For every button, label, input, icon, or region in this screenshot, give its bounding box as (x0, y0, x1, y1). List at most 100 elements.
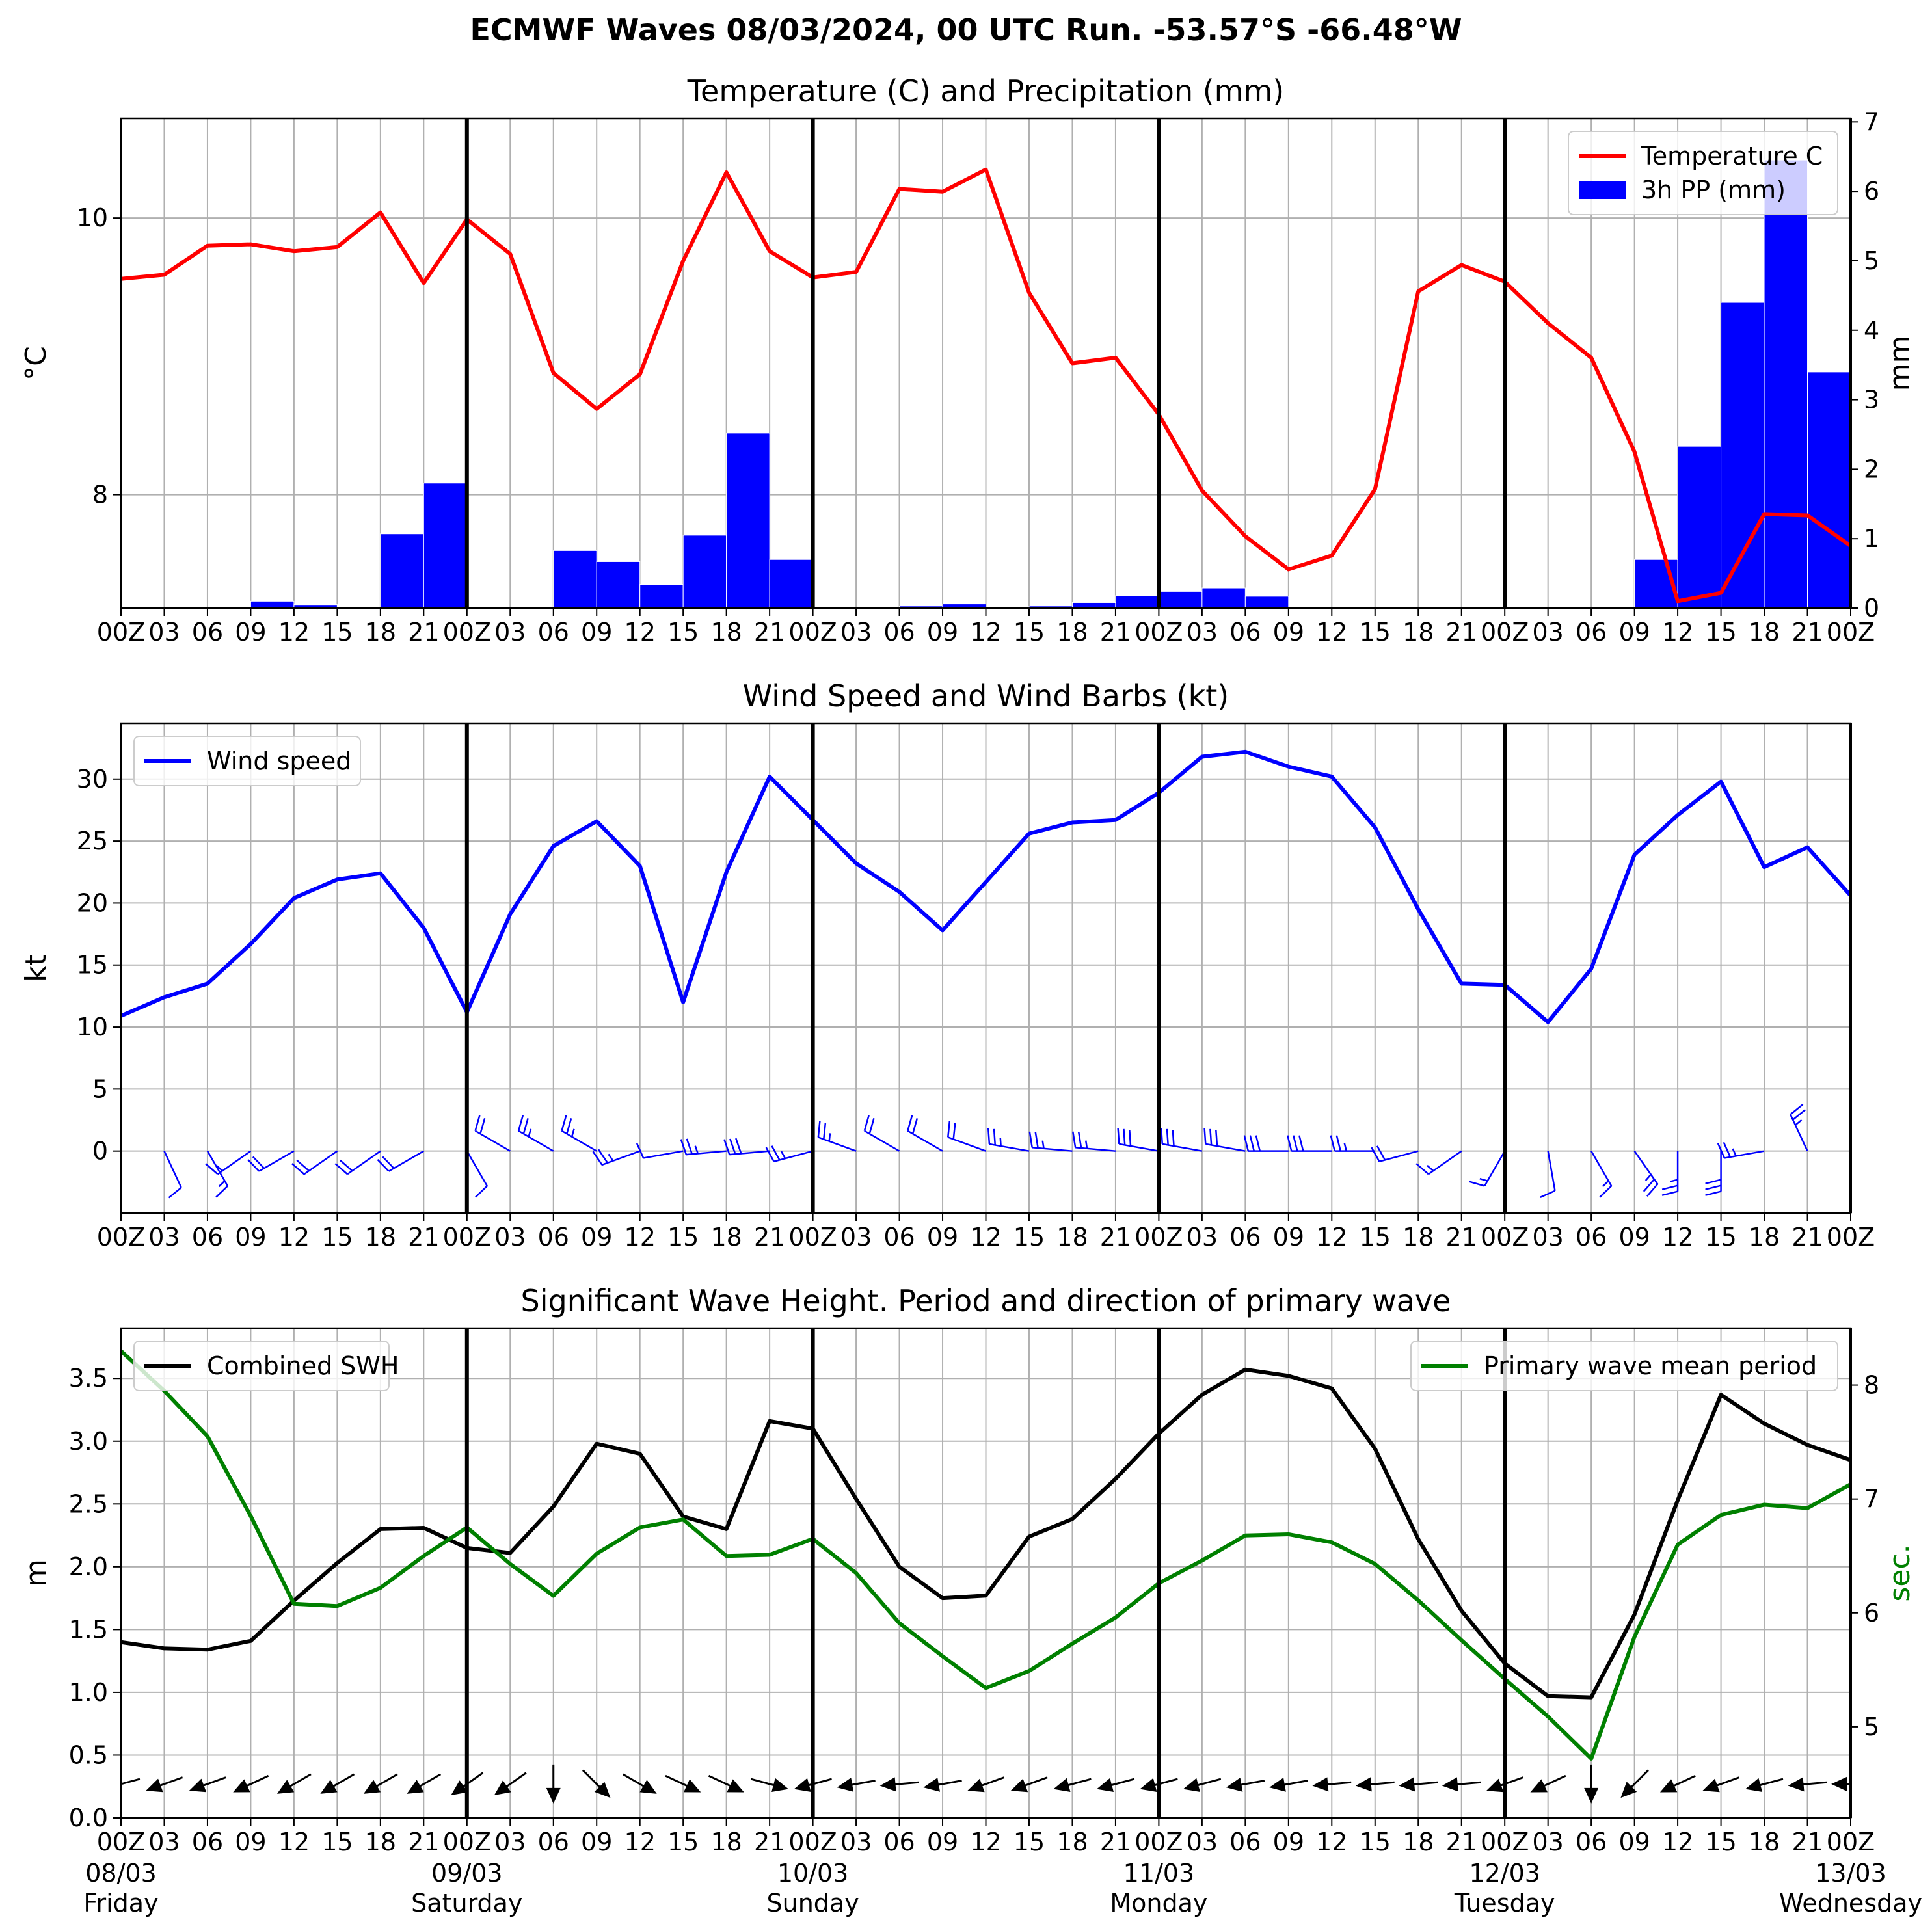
arrow-head (1702, 1778, 1720, 1793)
wave-arrow (121, 1778, 141, 1785)
x-tick-label: 18 (1402, 618, 1434, 647)
legend-label: Primary wave mean period (1484, 1352, 1817, 1380)
barb-flag (1287, 1135, 1293, 1151)
barb-staff (388, 1150, 424, 1172)
legend-label: Temperature C (1641, 142, 1823, 170)
barb-flag (1129, 1130, 1132, 1147)
x-tick-label: 18 (1402, 1828, 1434, 1856)
x-tick-label: 12 (278, 1828, 310, 1856)
wave-arrow (146, 1776, 183, 1793)
arrow-head (233, 1779, 250, 1793)
barb-flag (608, 1153, 614, 1162)
arrow-head (771, 1778, 789, 1793)
barb-flag (817, 1121, 821, 1138)
series-line (121, 1367, 1851, 1700)
series-line (121, 1349, 1851, 1761)
arrow-head (1486, 1778, 1504, 1793)
x-tick-label: 12 (1662, 1828, 1693, 1856)
legend-box (1568, 131, 1838, 215)
x-tick-label: 15 (1360, 1223, 1391, 1251)
precipitation-bar (250, 600, 295, 608)
barb-staff (163, 1151, 182, 1188)
barb-flag (1376, 1145, 1386, 1161)
arrow-head (189, 1778, 207, 1793)
y2-tick-label: 0 (1864, 594, 1879, 622)
wave-arrow (1620, 1769, 1649, 1798)
wave-arrow (967, 1776, 1005, 1793)
x-tick-label: 06 (883, 1223, 915, 1251)
y2-axis: 0 1 2 3 4 5 6 7 mm (1851, 107, 1916, 622)
x-tick-label: 12 (1316, 1223, 1347, 1251)
y-tick-label: 2.5 (69, 1489, 108, 1518)
barb-flag (1123, 1128, 1126, 1145)
wind-barb (1203, 1128, 1246, 1152)
x-tick-label: 03 (494, 1828, 526, 1856)
y2-tick-label: 1 (1864, 524, 1879, 553)
barb-flag (291, 1163, 305, 1175)
x-tick-label: 06 (1576, 1828, 1607, 1856)
x-tick-label: 00Z (1134, 1223, 1183, 1251)
barb-flag (1330, 1135, 1335, 1151)
barb-flag (723, 1139, 731, 1155)
barb-staff (1428, 1150, 1462, 1175)
legend-swatch (1579, 181, 1626, 199)
x-tick-label: 00Z (1827, 1223, 1875, 1251)
arrow-head (1355, 1777, 1372, 1792)
precipitation-bar (1158, 591, 1203, 608)
x-tick-label: 21 (1446, 618, 1477, 647)
x-tick-label: 00Z (97, 1223, 145, 1251)
barb-staff (1205, 1143, 1246, 1152)
arrow-head (407, 1780, 424, 1794)
barb-flag (592, 1151, 603, 1166)
barb-staff (206, 1151, 229, 1187)
date-label: 09/03 (431, 1859, 503, 1888)
barb-flag (1034, 1132, 1039, 1149)
date-label: 12/03 (1469, 1859, 1540, 1888)
x-tick-label: 00Z (1481, 1828, 1529, 1856)
barb-staff (907, 1130, 943, 1152)
y-axis: 0 5 10 15 20 25 30 kt (20, 765, 121, 1166)
temperature-precipitation-panel: Temperature (C) and Precipitation (mm)00… (20, 73, 1916, 647)
barb-flag (686, 1138, 693, 1155)
barb-flag (1117, 1128, 1120, 1145)
precipitation-bar (423, 483, 468, 608)
x-tick-label: 09 (1273, 618, 1304, 647)
date-label: 11/03 (1123, 1859, 1195, 1888)
barb-flag (1790, 1103, 1804, 1115)
wave-arrow (1745, 1778, 1784, 1793)
barb-flag (1371, 1147, 1380, 1162)
y2-tick-label: 6 (1864, 1599, 1879, 1627)
barb-flag (205, 1163, 219, 1175)
x-tick-label: 12 (1316, 1828, 1347, 1856)
arrow-head (837, 1778, 854, 1792)
y-tick-label: 8 (92, 481, 108, 509)
x-tick-label: 03 (494, 1223, 526, 1251)
barb-staff (561, 1130, 597, 1152)
x-tick-label: 12 (1662, 618, 1693, 647)
y2-tick-label: 6 (1864, 177, 1879, 206)
x-tick-label: 21 (1100, 618, 1131, 647)
y-tick-label: 1.0 (69, 1678, 108, 1707)
wind-barb (1072, 1131, 1116, 1152)
wave-arrow (1399, 1777, 1438, 1792)
x-tick-label: 09 (1273, 1828, 1304, 1856)
x-tick-label: 06 (192, 618, 223, 647)
arrow-head (1530, 1779, 1548, 1793)
x-tick-label: 21 (754, 1828, 785, 1856)
x-tick-label: 00Z (788, 1828, 837, 1856)
arrow-head (1096, 1778, 1114, 1793)
barb-staff (989, 1143, 1030, 1152)
precipitation-bar (1115, 595, 1159, 608)
barb-flag (215, 1185, 228, 1198)
weekday-label: Monday (1110, 1889, 1207, 1917)
x-tick-label: 00Z (443, 1828, 491, 1856)
x-tick-label: 03 (148, 1828, 180, 1856)
barb-flag (528, 1128, 532, 1138)
x-tick-label: 00Z (97, 618, 145, 647)
x-tick-label: 09 (581, 618, 612, 647)
panel-title: Temperature (C) and Precipitation (mm) (687, 73, 1284, 109)
barb-flag (1415, 1163, 1429, 1175)
legend-box (1410, 1341, 1838, 1391)
arrow-head (967, 1778, 985, 1793)
